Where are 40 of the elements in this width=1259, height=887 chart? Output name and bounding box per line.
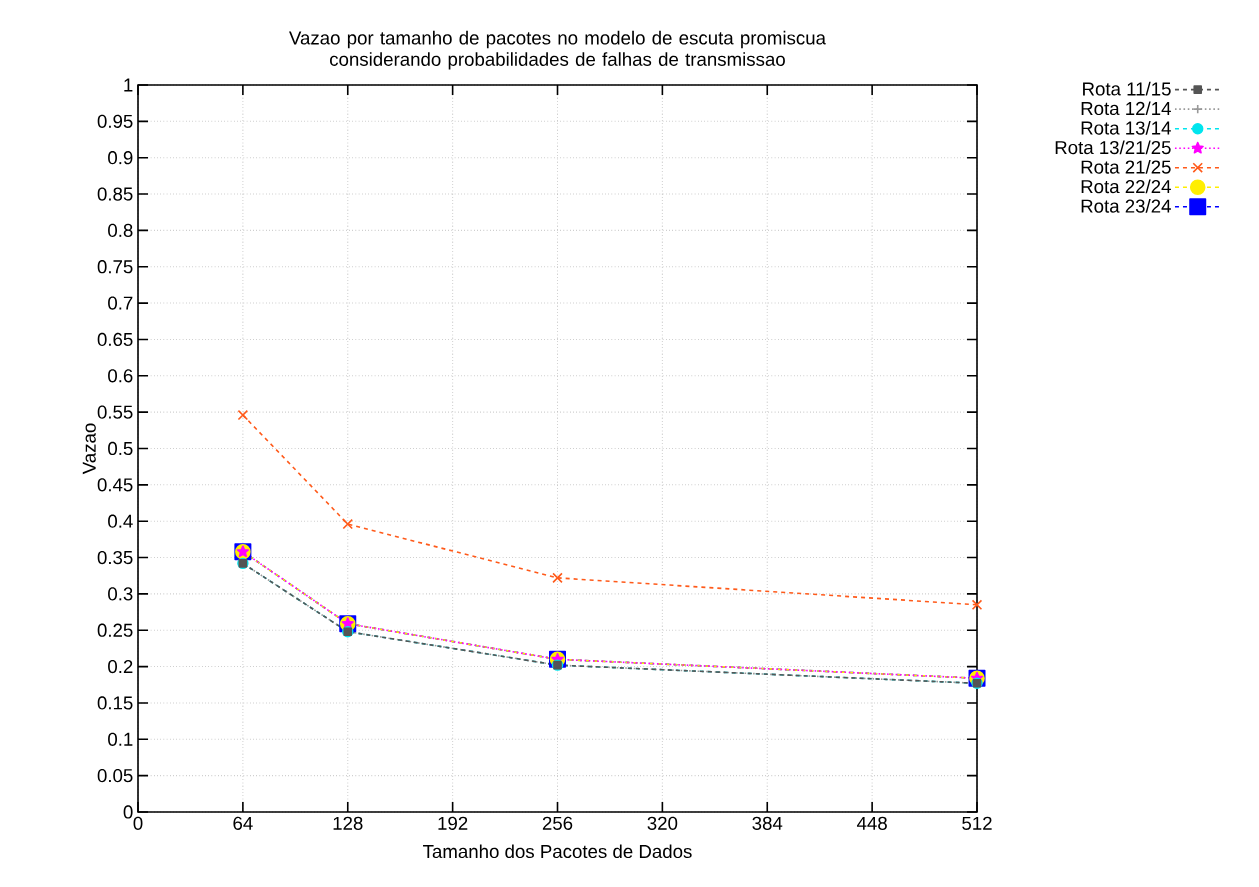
y-tick-label: 0.05 xyxy=(97,769,133,783)
y-tick-label: 0.6 xyxy=(108,369,133,383)
y-tick-label: 0.65 xyxy=(97,332,133,347)
y-tick-label: 0 xyxy=(123,805,133,819)
y-tick-label: 0.8 xyxy=(108,223,133,237)
chart-title: Vazao por tamanho de pacotes no modelo de escuta promiscua considerando probabilidades de falhas de transmissao xyxy=(289,30,826,70)
x-axis-title: Tamanho dos Pacotes de Dados xyxy=(423,844,692,859)
legend-label: Rota 12/14 xyxy=(1081,101,1171,116)
legend-label: Rota 22/24 xyxy=(1081,179,1171,194)
y-tick-label: 0.55 xyxy=(97,405,133,419)
legend-label: Rota 13/21/25 xyxy=(1055,140,1171,155)
y-tick-label: 0.5 xyxy=(108,441,133,456)
x-tick-label: 64 xyxy=(233,816,253,830)
legend-label: Rota 21/25 xyxy=(1081,159,1171,174)
x-tick-label: 448 xyxy=(856,816,887,830)
legend-label: Rota 13/14 xyxy=(1081,120,1171,135)
x-tick-label: 384 xyxy=(752,816,783,830)
x-tick-label: 256 xyxy=(542,816,573,830)
x-tick-label: 512 xyxy=(962,816,992,830)
y-tick-label: 0.9 xyxy=(108,151,133,165)
y-tick-label: 0.4 xyxy=(108,514,133,528)
y-tick-label: 0.25 xyxy=(97,623,133,637)
legend-label: Rota 23/24 xyxy=(1081,199,1171,213)
y-tick-label: 0.1 xyxy=(108,732,133,746)
x-tick-label: 320 xyxy=(647,816,678,830)
y-tick-label: 0.35 xyxy=(97,550,133,565)
y-tick-label: 0.95 xyxy=(97,114,133,128)
y-axis-title: Vazao xyxy=(82,423,96,475)
y-tick-label: 0.3 xyxy=(108,587,133,601)
y-tick-label: 0.7 xyxy=(108,296,133,310)
x-tick-label: 0 xyxy=(133,816,143,830)
y-tick-label: 1 xyxy=(124,78,133,92)
legend-label: Rota 11/15 xyxy=(1083,81,1171,96)
x-tick-label: 192 xyxy=(438,816,468,830)
y-tick-label: 0.75 xyxy=(97,260,133,274)
x-tick-label: 128 xyxy=(333,816,363,830)
y-tick-label: 0.45 xyxy=(97,478,133,492)
y-tick-label: 0.2 xyxy=(108,659,133,674)
y-tick-label: 0.85 xyxy=(97,187,133,201)
y-tick-label: 0.15 xyxy=(97,696,133,710)
